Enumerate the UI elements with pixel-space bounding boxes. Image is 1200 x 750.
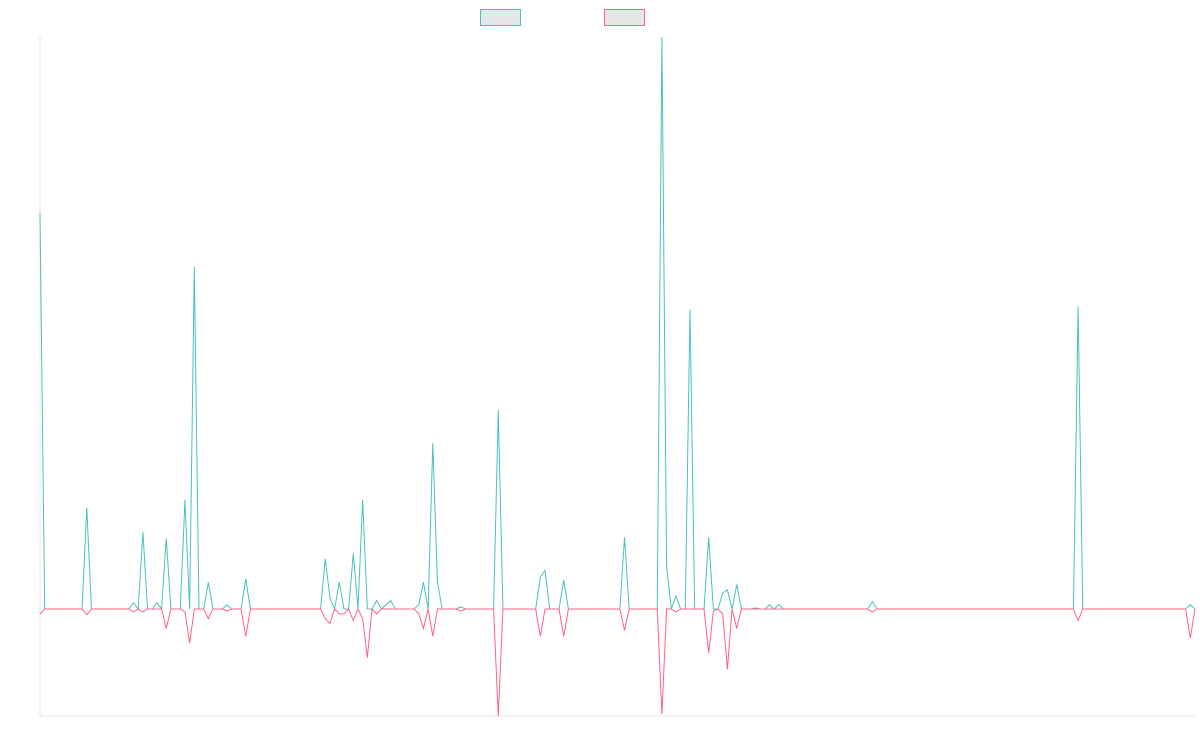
legend-swatch <box>604 9 645 26</box>
series-line-1 <box>39 36 1196 611</box>
series-line-2 <box>39 607 1196 717</box>
plot-area <box>39 36 1196 717</box>
legend-item-2[interactable] <box>604 9 645 26</box>
legend-swatch <box>480 9 521 26</box>
legend-item-1[interactable] <box>480 9 521 26</box>
legend <box>480 9 645 26</box>
axes <box>39 37 1195 717</box>
